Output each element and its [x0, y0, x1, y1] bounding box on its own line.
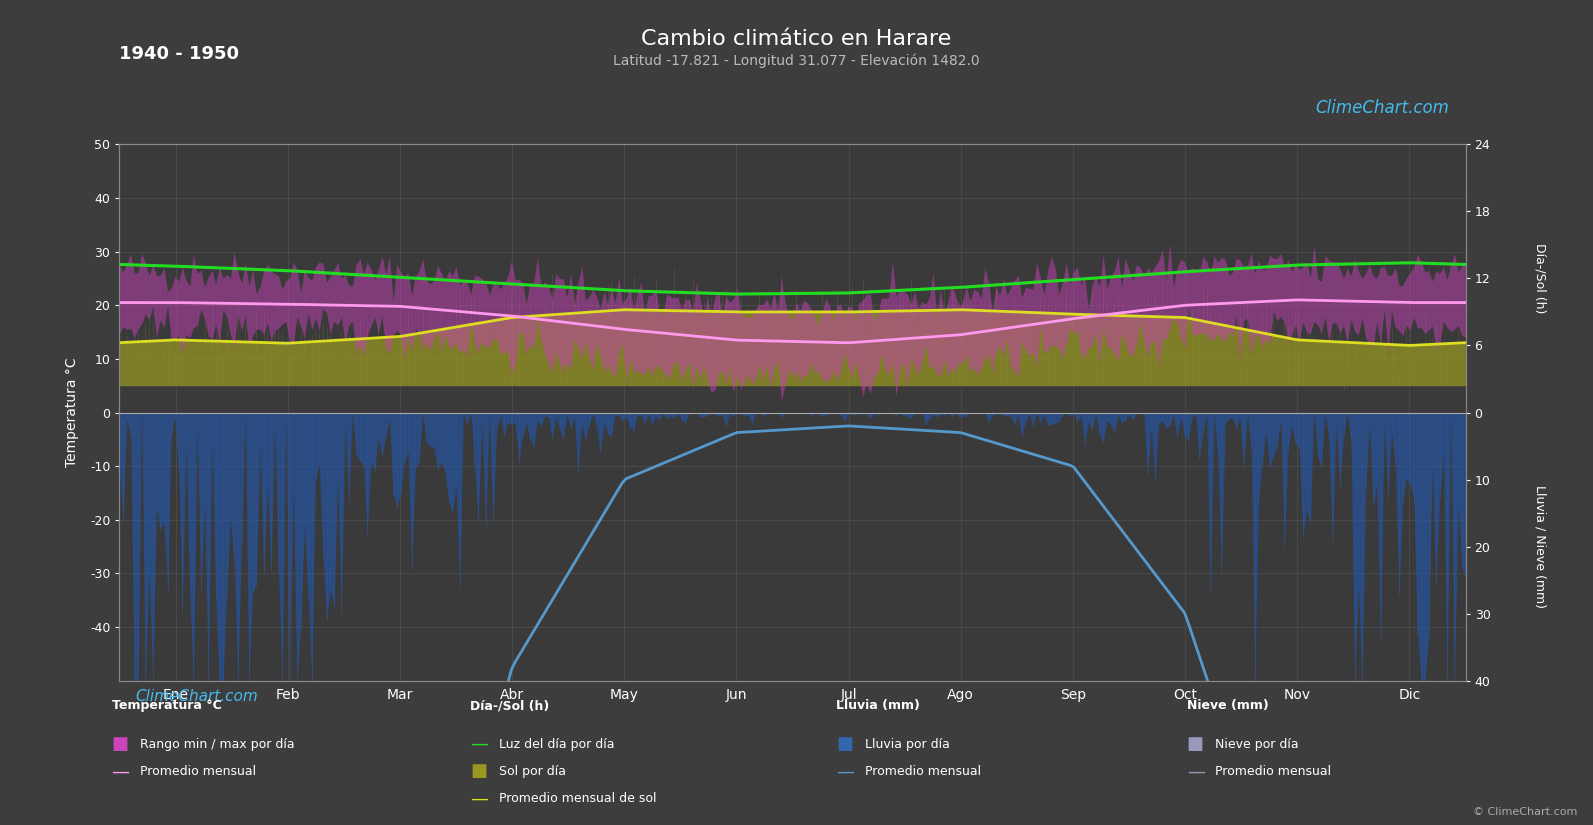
Text: Cambio climático en Harare: Cambio climático en Harare: [642, 29, 951, 49]
Text: ■: ■: [470, 762, 487, 780]
Text: 1940 - 1950: 1940 - 1950: [119, 45, 239, 64]
Text: ■: ■: [1187, 735, 1204, 753]
Text: Luz del día por día: Luz del día por día: [499, 738, 615, 751]
Text: Sol por día: Sol por día: [499, 765, 566, 778]
Text: © ClimeChart.com: © ClimeChart.com: [1472, 807, 1577, 817]
Text: Latitud -17.821 - Longitud 31.077 - Elevación 1482.0: Latitud -17.821 - Longitud 31.077 - Elev…: [613, 54, 980, 68]
Text: Lluvia / Nieve (mm): Lluvia / Nieve (mm): [1532, 485, 1547, 608]
Text: Nieve (mm): Nieve (mm): [1187, 700, 1268, 713]
Text: —: —: [836, 762, 854, 780]
Text: ClimeChart.com: ClimeChart.com: [135, 689, 258, 704]
Text: Día-/Sol (h): Día-/Sol (h): [1532, 243, 1547, 314]
Text: ClimeChart.com: ClimeChart.com: [1316, 99, 1450, 117]
Text: Rango min / max por día: Rango min / max por día: [140, 738, 295, 751]
Text: Promedio mensual: Promedio mensual: [1215, 765, 1332, 778]
Text: —: —: [1187, 762, 1204, 780]
Text: Nieve por día: Nieve por día: [1215, 738, 1298, 751]
Text: —: —: [112, 762, 129, 780]
Text: —: —: [470, 790, 487, 808]
Text: Lluvia (mm): Lluvia (mm): [836, 700, 921, 713]
Text: Temperatura °C: Temperatura °C: [112, 700, 221, 713]
Text: ■: ■: [836, 735, 854, 753]
Text: Promedio mensual: Promedio mensual: [865, 765, 981, 778]
Text: Promedio mensual de sol: Promedio mensual de sol: [499, 792, 656, 805]
Text: Promedio mensual: Promedio mensual: [140, 765, 256, 778]
Text: Lluvia por día: Lluvia por día: [865, 738, 949, 751]
Text: Día-/Sol (h): Día-/Sol (h): [470, 700, 550, 713]
Text: ■: ■: [112, 735, 129, 753]
Y-axis label: Temperatura °C: Temperatura °C: [65, 358, 80, 467]
Text: —: —: [470, 735, 487, 753]
